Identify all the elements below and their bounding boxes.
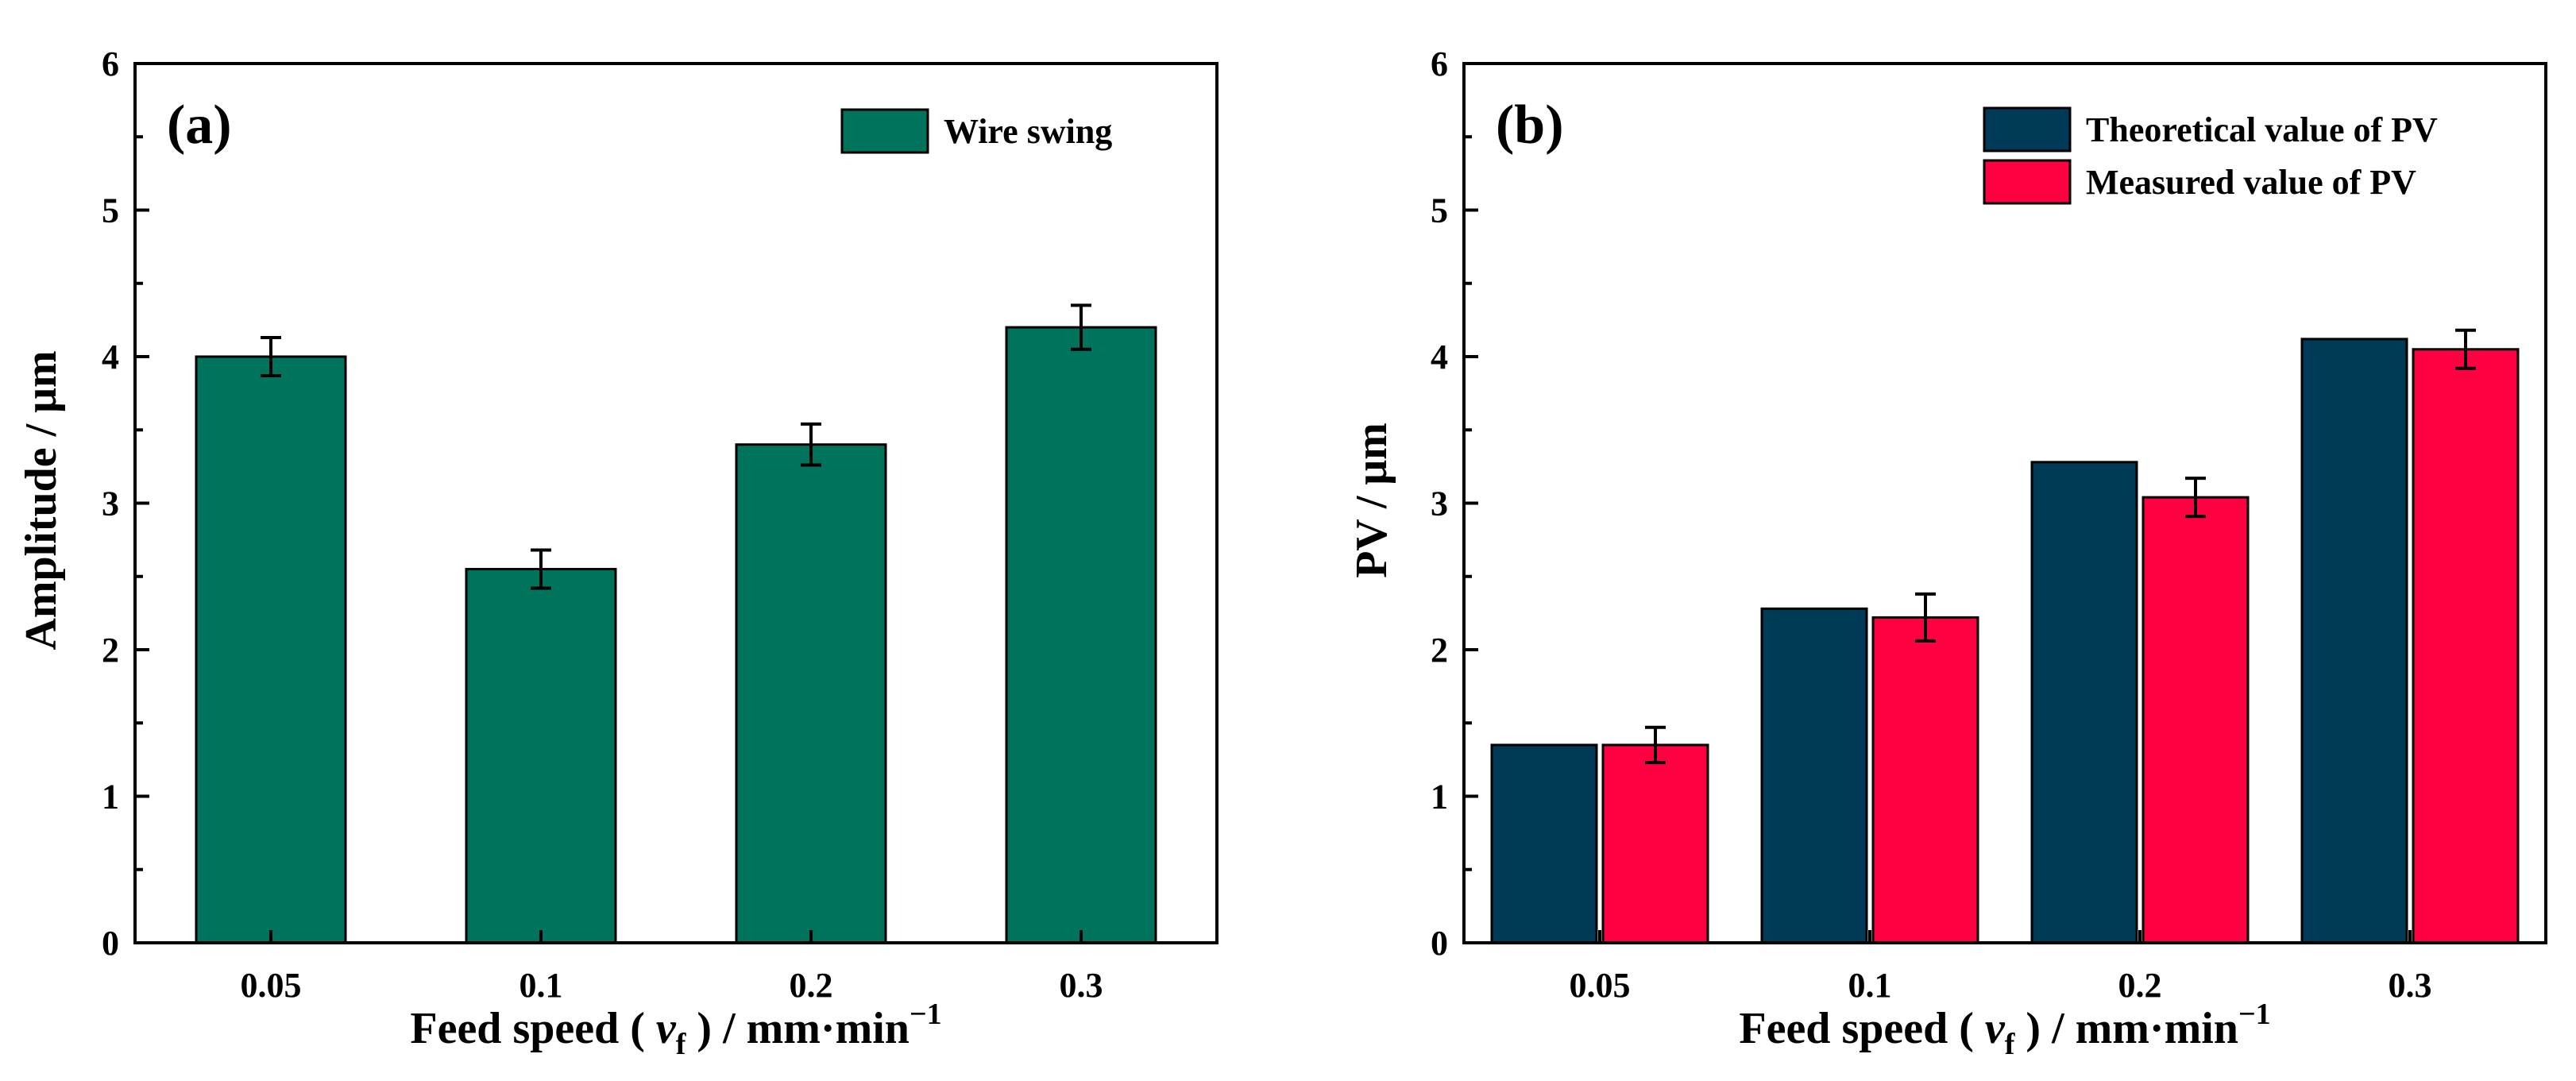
y-axis-title: Amplitude / μm: [17, 350, 66, 650]
legend-swatch-1: [840, 108, 929, 154]
y-tick-label: 3: [102, 485, 119, 523]
bar-1-0.3: [2300, 338, 2408, 944]
x-axis-title-sup: −1: [2238, 998, 2271, 1031]
x-axis-title-var: v: [1985, 1004, 2006, 1053]
legend: Wire swing: [840, 108, 1112, 154]
legend-swatch-1: [1983, 106, 2072, 152]
y-tick-label: 0: [102, 924, 119, 963]
x-tick-label: 0.1: [1848, 966, 1892, 1005]
x-axis-title-main: Feed speed (: [410, 1004, 656, 1053]
x-tick-label: 0.05: [241, 966, 302, 1005]
x-tick-label: 0.1: [519, 966, 563, 1005]
x-axis-title-unit: ) / mm·min: [2014, 1004, 2238, 1053]
error-bar-2-0.3: [2455, 328, 2476, 370]
x-axis-title: Feed speed ( vf ) / mm·min−1: [1739, 998, 2270, 1061]
bar-2-0.1: [1871, 616, 1979, 944]
x-axis-title-sup: −1: [910, 998, 942, 1031]
y-tick-label: 2: [102, 631, 119, 670]
legend-label-2: Measured value of PV: [2086, 163, 2416, 202]
y-tick-label: 0: [1431, 924, 1448, 963]
chart-panel-b: 0 1 2 3 4 5 6 0.05 0.1 0.2 0.3 PV / μm Feed speed ( …: [1347, 44, 2547, 1061]
x-tick-label: 0.2: [790, 966, 833, 1005]
legend-swatch-2: [1983, 159, 2072, 205]
bar-1-0.1: [1760, 607, 1868, 944]
x-tick-label: 0.3: [2389, 966, 2432, 1005]
legend: Theoretical value of PV Measured value of…: [1983, 106, 2438, 205]
x-axis-title-main: Feed speed (: [1739, 1004, 1985, 1053]
error-bar-2-0.05: [1645, 725, 1666, 765]
bar-1-0.3: [1005, 326, 1157, 944]
bar-1-0.2: [735, 443, 887, 944]
y-axis-title: PV / μm: [1347, 423, 1396, 578]
panel-label: (b): [1496, 95, 1564, 156]
y-tick-label: 5: [102, 191, 119, 230]
bar-2-0.3: [2412, 348, 2520, 944]
error-bar-1-0.1: [531, 548, 551, 590]
bar-1-0.1: [465, 568, 617, 944]
x-axis-title-var: v: [656, 1004, 677, 1053]
x-axis-title-unit: ) / mm·min: [686, 1004, 910, 1053]
legend-label-1: Wire swing: [944, 112, 1112, 151]
x-tick-label: 0.05: [1570, 966, 1631, 1005]
error-bar-1-0.2: [801, 422, 821, 467]
y-tick-label: 1: [1431, 778, 1448, 817]
chart-panel-a: 0 1 2 3 4 5 6 0.05 0.1 0.2 0.3 Amplitude / μm Feed s…: [17, 44, 1218, 1061]
y-tick-label: 4: [102, 338, 119, 376]
x-axis-title: Feed speed ( vf ) / mm·min−1: [410, 998, 941, 1061]
bar-1-0.05: [1490, 743, 1598, 944]
y-tick-label: 6: [1431, 44, 1448, 83]
error-bar-2-0.1: [1915, 592, 1936, 643]
legend-label-1: Theoretical value of PV: [2086, 110, 2438, 149]
error-bar-2-0.2: [2185, 477, 2206, 519]
y-tick-label: 4: [1431, 338, 1448, 376]
y-tick-label: 2: [1431, 631, 1448, 670]
x-axis-title-sub: f: [676, 1028, 687, 1061]
panel-label: (a): [167, 95, 232, 156]
bar-2-0.05: [1601, 743, 1709, 944]
x-axis-title-sub: f: [2005, 1028, 2016, 1061]
error-bar-1-0.05: [261, 336, 281, 377]
y-tick-label: 1: [102, 778, 119, 817]
error-bar-1-0.3: [1071, 303, 1091, 351]
x-tick-label: 0.2: [2118, 966, 2162, 1005]
x-tick-label: 0.3: [1060, 966, 1103, 1005]
bar-2-0.2: [2142, 496, 2250, 944]
bar-1-0.2: [2030, 461, 2138, 944]
y-tick-label: 5: [1431, 191, 1448, 230]
y-tick-label: 6: [102, 44, 119, 83]
bar-1-0.05: [195, 355, 347, 944]
y-tick-label: 3: [1431, 485, 1448, 523]
